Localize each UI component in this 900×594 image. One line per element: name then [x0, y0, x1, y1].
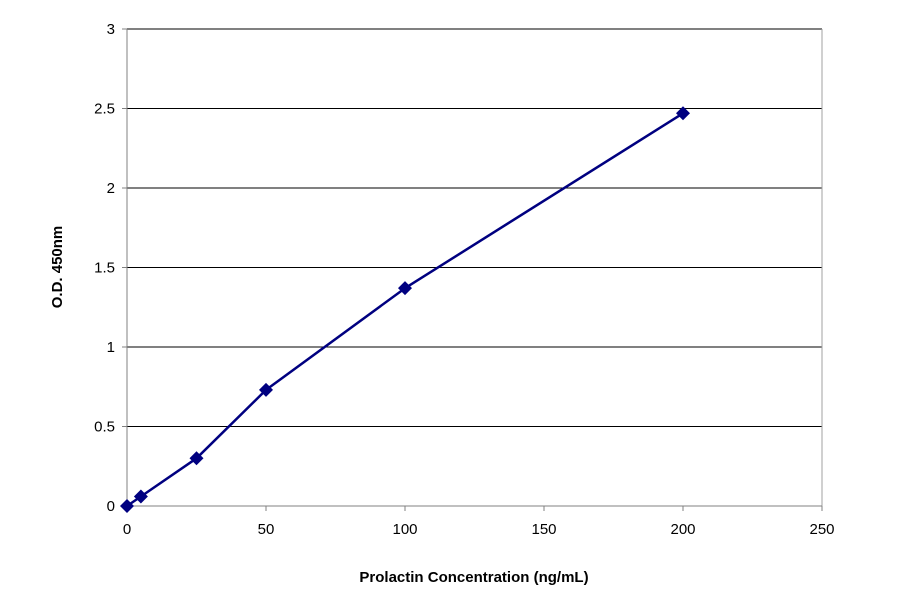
y-tick-label: 2.5	[94, 101, 115, 118]
x-tick-label: 250	[809, 521, 834, 538]
data-point	[398, 281, 412, 296]
y-tick-label: 2	[107, 180, 115, 197]
data-point	[133, 489, 148, 504]
x-tick-labels: 0 50 100 150 200 250	[123, 521, 835, 538]
y-axis-title: O.D. 450nm	[49, 226, 66, 309]
y-tick-label: 1.5	[94, 260, 115, 277]
y-tick-label: 1	[107, 339, 115, 356]
x-tick-label: 100	[392, 521, 417, 538]
data-point	[189, 451, 204, 466]
x-tick-label: 200	[670, 521, 695, 538]
x-tick-label: 0	[123, 521, 131, 538]
data-point	[120, 499, 134, 513]
data-point	[676, 106, 690, 121]
x-tick-label: 50	[258, 521, 275, 538]
x-tick-label: 150	[531, 521, 556, 538]
gridlines	[127, 28, 822, 427]
x-axis-title: Prolactin Concentration (ng/mL)	[359, 569, 588, 586]
y-tick-labels: 0 0.5 1 1.5 2 2.5 3	[94, 21, 115, 515]
y-tick-label: 0.5	[94, 419, 115, 436]
y-tick-label: 3	[107, 21, 115, 38]
y-tick-label: 0	[107, 498, 115, 515]
series	[120, 106, 690, 513]
data-point	[259, 382, 273, 397]
